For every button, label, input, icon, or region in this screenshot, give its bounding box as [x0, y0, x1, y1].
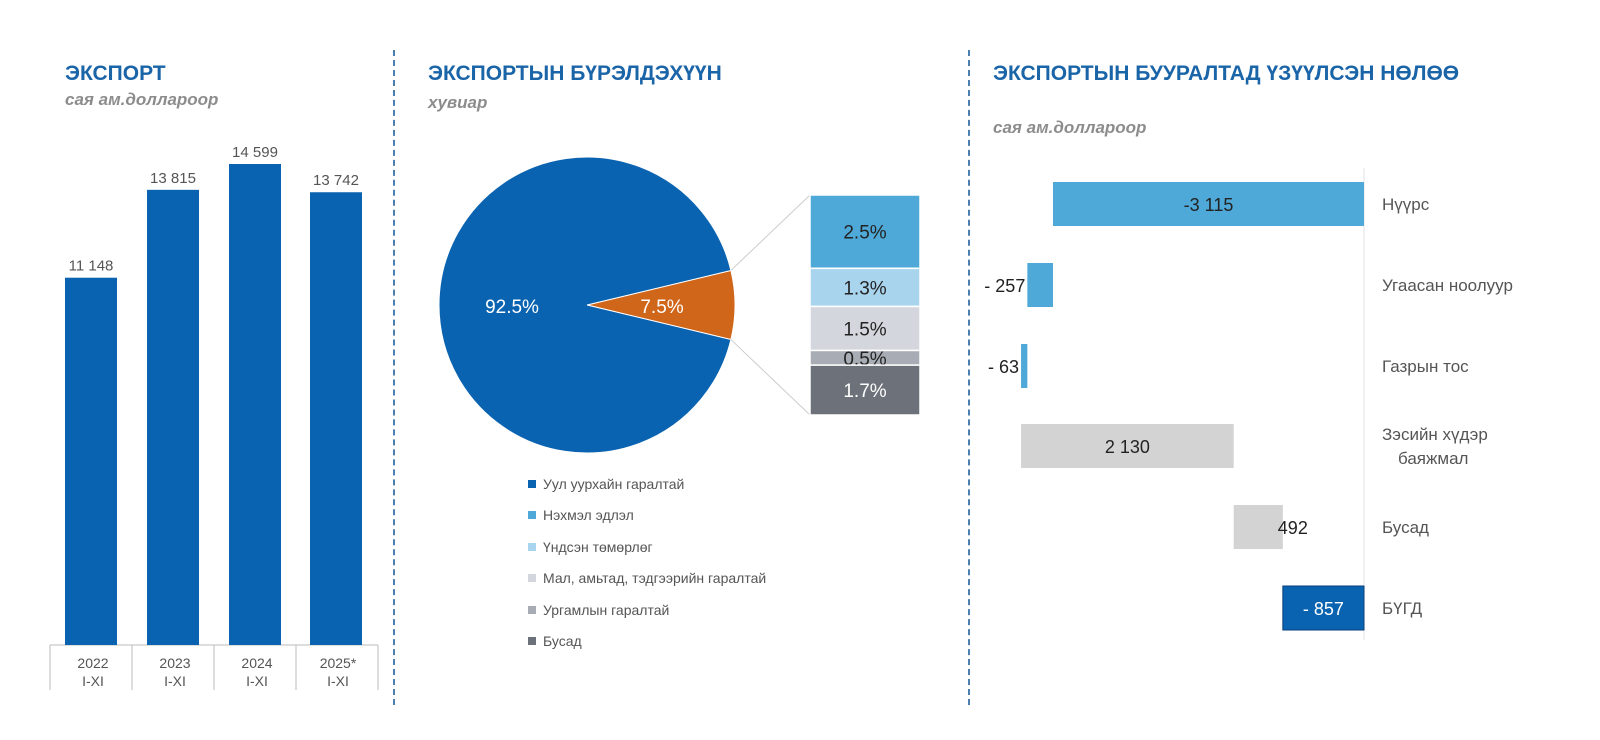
x-tick-label: 2022 [77, 655, 108, 671]
x-tick-label: I-XI [246, 673, 268, 689]
legend-label: Бусад [543, 633, 582, 650]
x-tick-label: I-XI [82, 673, 104, 689]
x-tick-label: 2023 [159, 655, 190, 671]
category-label: Нүүрс [1382, 195, 1430, 214]
breakdown-segment [809, 364, 921, 416]
legend-swatch [528, 637, 536, 646]
legend-swatch [528, 574, 536, 583]
legend-label: Ургамлын гаралтай [543, 601, 670, 618]
divider [393, 50, 395, 705]
waterfall-bar [1027, 263, 1053, 307]
waterfall-bar [1021, 424, 1234, 468]
export-subtitle: сая ам.доллароор [65, 90, 219, 109]
legend-item: Мал, амьтад, тэдгээрийн гаралтай [528, 563, 766, 595]
export-title: ЭКСПОРТ [65, 62, 166, 85]
waterfall-bar [1233, 505, 1283, 549]
breakdown-label: 1.5% [843, 319, 886, 340]
composition-title: ЭКСПОРТЫН БҮРЭЛДЭХҮҮН [428, 62, 722, 85]
legend-item: Үндсэн төмөрлөг [528, 531, 766, 563]
legend-item: Ургамлын гаралтай [528, 594, 766, 626]
breakdown-label: 1.3% [843, 278, 886, 299]
waterfall-bar [1282, 585, 1365, 631]
legend-item: Уул уурхайн гаралтай [528, 468, 766, 500]
category-label: Бусад [1382, 518, 1429, 537]
bar [229, 164, 281, 645]
legend-item: Бусад [528, 626, 766, 658]
category-label: Угаасан ноолуур [1382, 276, 1513, 295]
breakdown-segment [809, 305, 921, 352]
legend-label: Мал, амьтад, тэдгээрийн гаралтай [543, 570, 767, 587]
waterfall-data-label: - 857 [1303, 599, 1344, 619]
pie-label: 7.5% [640, 297, 683, 318]
category-label: баяжмал [1398, 449, 1468, 468]
bar-data-label: 14 599 [232, 144, 278, 161]
x-tick-label: I-XI [327, 673, 349, 689]
decline-subtitle: сая ам.доллароор [993, 118, 1147, 137]
bar-data-label: 13 815 [150, 170, 196, 187]
bar-data-label: 13 742 [313, 172, 359, 189]
x-tick-label: 2025* [320, 655, 357, 671]
waterfall-data-label: -3 115 [1184, 195, 1234, 215]
composition-subtitle: хувиар [428, 93, 488, 112]
waterfall-data-label: 2 130 [1105, 437, 1150, 457]
legend-item: Нэхмэл эдлэл [528, 500, 766, 532]
category-label: Газрын тос [1382, 357, 1469, 376]
waterfall-data-label: - 63 [988, 357, 1019, 377]
divider [968, 50, 970, 705]
pie-label: 92.5% [485, 297, 539, 318]
x-tick-label: 2024 [241, 655, 272, 671]
bar [65, 277, 117, 645]
pie-slice [438, 156, 732, 454]
breakdown-segment [809, 194, 921, 270]
legend-swatch [528, 511, 536, 520]
legend-swatch [528, 542, 536, 551]
bar [310, 192, 362, 646]
breakdown-label: 1.7% [843, 381, 886, 402]
connector-line [730, 339, 811, 416]
legend-swatch [528, 479, 536, 488]
x-tick-label: I-XI [164, 673, 186, 689]
waterfall-data-label: 492 [1278, 518, 1308, 538]
bar-data-label: 11 148 [69, 258, 114, 275]
breakdown-label: 2.5% [843, 223, 886, 244]
waterfall-bar [1053, 182, 1364, 226]
waterfall-data-label: - 257 [984, 276, 1025, 296]
legend-label: Үндсэн төмөрлөг [543, 538, 653, 555]
legend-label: Нэхмэл эдлэл [543, 507, 634, 524]
decline-title: ЭКСПОРТЫН БУУРАЛТАД ҮЗҮҮЛСЭН НӨЛӨӨ [993, 62, 1460, 85]
connector-line [730, 194, 811, 271]
breakdown-segment [809, 267, 921, 308]
legend-swatch [528, 605, 536, 614]
category-label: БҮГД [1382, 599, 1423, 618]
bar [147, 189, 199, 645]
category-label: Зэсийн хүдэр [1382, 425, 1488, 444]
legend-label: Уул уурхайн гаралтай [543, 475, 685, 492]
waterfall-bar [1021, 344, 1028, 388]
pie-legend: Уул уурхайн гаралтай Нэхмэл эдлэл Үндсэн т… [528, 468, 766, 657]
